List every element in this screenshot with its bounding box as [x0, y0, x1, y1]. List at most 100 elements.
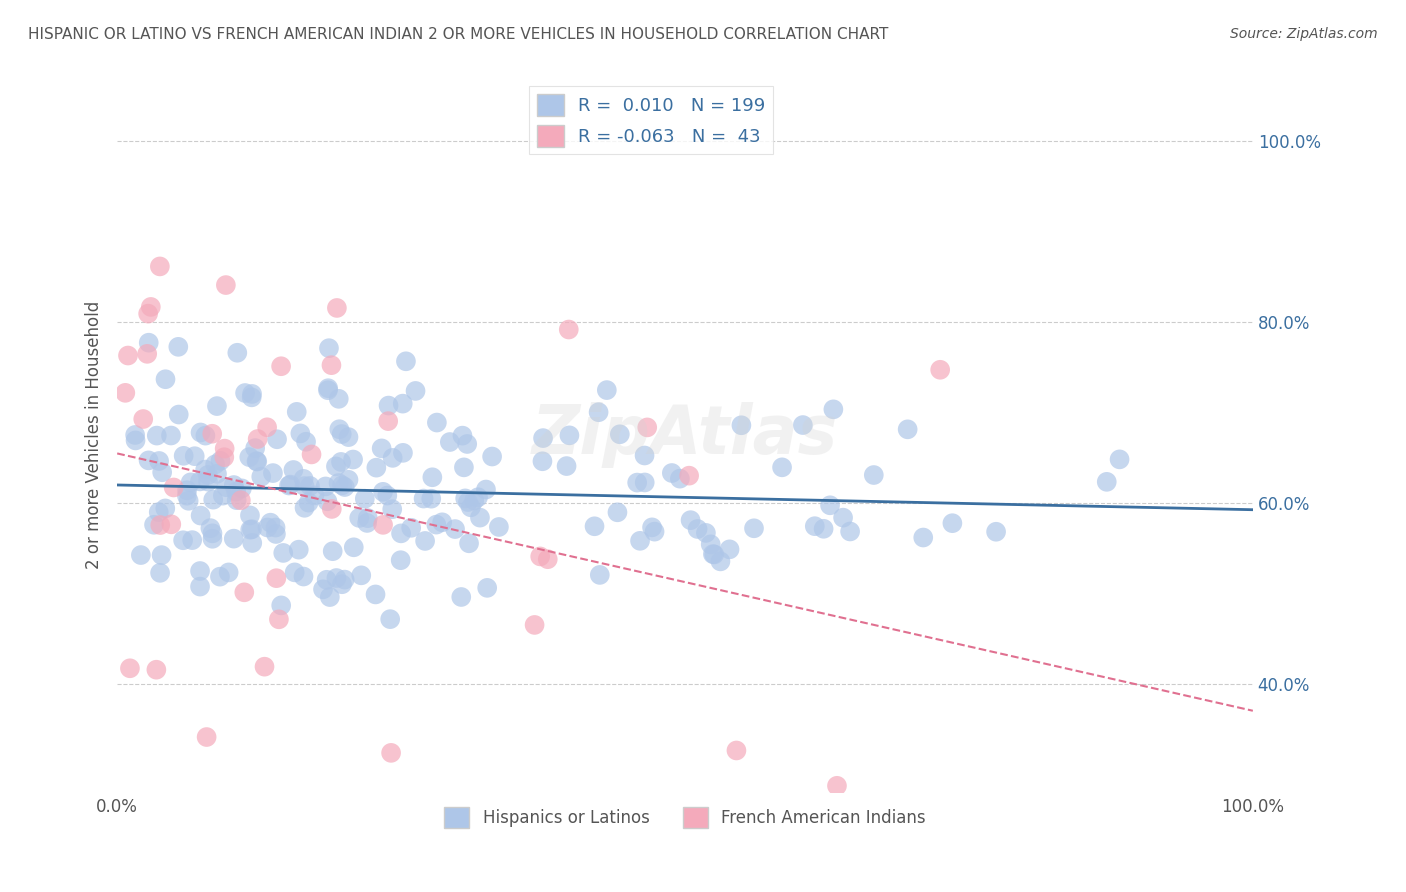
Point: [138, 335, 160, 350]
Point: [214, 442, 236, 456]
Point: [350, 568, 373, 582]
Point: [377, 399, 399, 413]
Point: [458, 536, 481, 550]
Point: [356, 516, 378, 530]
Text: Source: ZipAtlas.com: Source: ZipAtlas.com: [1230, 27, 1378, 41]
Point: [315, 479, 337, 493]
Point: [292, 569, 315, 583]
Point: [222, 478, 245, 492]
Point: [725, 743, 748, 757]
Point: [245, 454, 267, 468]
Point: [454, 491, 477, 506]
Point: [188, 475, 211, 489]
Point: [333, 573, 356, 587]
Point: [292, 472, 315, 486]
Point: [481, 450, 503, 464]
Point: [730, 418, 752, 433]
Point: [201, 532, 224, 546]
Point: [531, 431, 554, 445]
Point: [823, 402, 845, 417]
Point: [353, 491, 375, 506]
Point: [204, 458, 226, 472]
Point: [129, 548, 152, 562]
Point: [337, 473, 360, 487]
Point: [294, 479, 316, 493]
Point: [270, 359, 292, 374]
Point: [222, 532, 245, 546]
Point: [226, 345, 249, 359]
Point: [742, 521, 765, 535]
Point: [239, 508, 262, 523]
Point: [256, 420, 278, 434]
Point: [529, 549, 551, 564]
Point: [280, 477, 302, 491]
Point: [264, 520, 287, 534]
Point: [246, 432, 269, 446]
Point: [160, 517, 183, 532]
Point: [139, 300, 162, 314]
Point: [457, 495, 479, 509]
Point: [316, 381, 339, 395]
Point: [326, 301, 349, 315]
Point: [278, 478, 301, 492]
Point: [703, 548, 725, 562]
Point: [290, 426, 312, 441]
Point: [633, 449, 655, 463]
Point: [430, 516, 453, 530]
Point: [381, 450, 404, 465]
Point: [333, 480, 356, 494]
Point: [718, 542, 741, 557]
Point: [588, 405, 610, 419]
Point: [197, 475, 219, 489]
Point: [238, 450, 260, 464]
Point: [256, 520, 278, 534]
Point: [460, 500, 482, 515]
Point: [984, 524, 1007, 539]
Point: [444, 522, 467, 536]
Point: [412, 491, 434, 506]
Point: [250, 469, 273, 483]
Point: [413, 533, 436, 548]
Point: [243, 441, 266, 455]
Point: [330, 478, 353, 492]
Point: [143, 517, 166, 532]
Point: [150, 465, 173, 479]
Point: [488, 520, 510, 534]
Point: [304, 488, 326, 502]
Point: [343, 541, 366, 555]
Point: [626, 475, 648, 490]
Point: [709, 554, 731, 568]
Point: [467, 490, 489, 504]
Point: [231, 482, 253, 496]
Point: [190, 508, 212, 523]
Point: [609, 427, 631, 442]
Point: [262, 466, 284, 480]
Point: [686, 522, 709, 536]
Point: [450, 590, 472, 604]
Point: [347, 511, 370, 525]
Point: [634, 475, 657, 490]
Point: [194, 428, 217, 442]
Point: [818, 498, 841, 512]
Point: [628, 533, 651, 548]
Point: [770, 460, 793, 475]
Point: [862, 468, 884, 483]
Point: [702, 547, 724, 561]
Point: [371, 517, 394, 532]
Point: [792, 418, 814, 433]
Point: [266, 571, 288, 585]
Point: [150, 548, 173, 562]
Point: [177, 493, 200, 508]
Point: [312, 813, 335, 827]
Point: [167, 408, 190, 422]
Point: [322, 544, 344, 558]
Point: [114, 385, 136, 400]
Point: [342, 452, 364, 467]
Point: [558, 428, 581, 442]
Point: [208, 569, 231, 583]
Point: [181, 533, 204, 548]
Point: [136, 307, 159, 321]
Text: ZipAtlas: ZipAtlas: [531, 402, 838, 468]
Point: [194, 462, 217, 476]
Point: [149, 518, 172, 533]
